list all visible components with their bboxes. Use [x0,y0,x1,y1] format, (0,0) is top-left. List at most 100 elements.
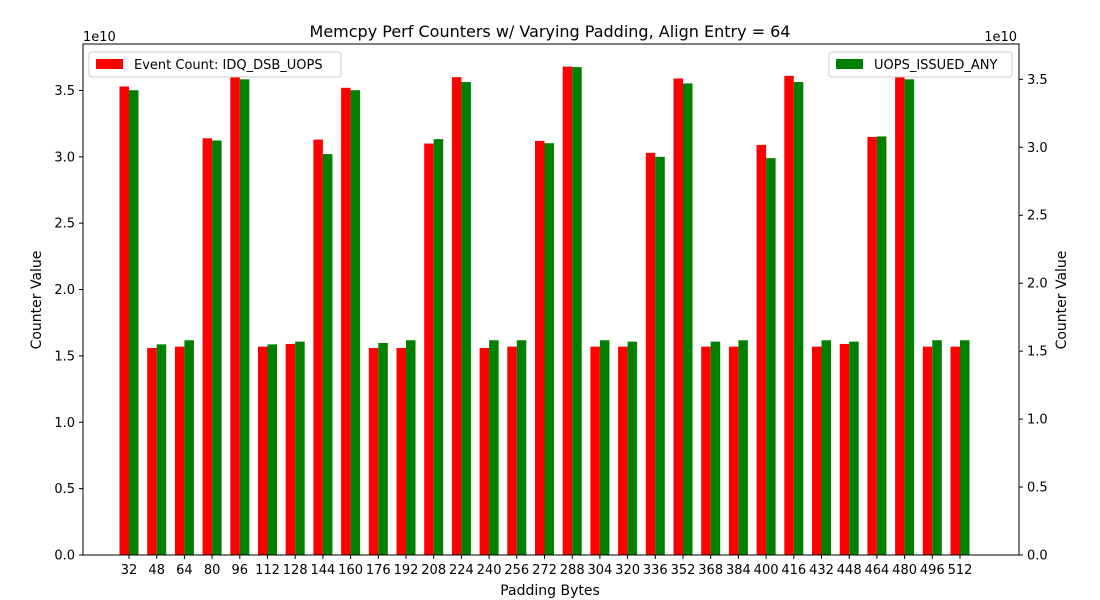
bar-uops-issued-any [129,90,139,556]
y-right-tick-label: 0.0 [1027,549,1048,564]
x-tick-label: 448 [837,563,862,578]
bar-idq-dsb-uops [258,346,268,555]
chart-title: Memcpy Perf Counters w/ Varying Padding,… [310,22,791,41]
x-tick-label: 480 [892,563,917,578]
y-right-tick-label: 2.0 [1027,277,1048,292]
bar-idq-dsb-uops [368,347,379,555]
bar-uops-issued-any [876,136,887,555]
bars-layer [119,66,970,556]
x-tick-label: 320 [615,563,640,578]
bar-uops-issued-any [544,143,554,555]
bar-idq-dsb-uops [950,346,960,555]
x-tick-label: 512 [948,563,973,578]
legend-label-idq-dsb-uops: Event Count: IDQ_DSB_UOPS [134,58,323,73]
bar-idq-dsb-uops [396,347,406,555]
bar-uops-issued-any [738,340,748,555]
bar-uops-issued-any [489,340,499,555]
x-tick-label: 400 [754,563,779,578]
x-tick-label: 128 [283,563,308,578]
bar-uops-issued-any [766,158,776,555]
bar-idq-dsb-uops [424,143,434,556]
bar-idq-dsb-uops [562,66,573,555]
x-tick-label: 80 [204,563,221,578]
y-right-tick-label: 1.5 [1027,345,1048,360]
x-tick-label: 224 [449,563,474,578]
legend-swatch-idq-dsb-uops [96,59,123,69]
x-tick-label: 368 [698,563,723,578]
bar-idq-dsb-uops [645,152,656,555]
y-left-tick-label: 2.5 [54,217,75,232]
x-tick-label: 352 [671,563,696,578]
y-left-tick-label: 1.0 [54,416,75,431]
bar-idq-dsb-uops [147,347,157,555]
bar-uops-issued-any [627,341,638,555]
plot-frame [82,43,1020,556]
y-left-tick-label: 0.0 [54,549,75,564]
bar-idq-dsb-uops [507,346,517,555]
bar-idq-dsb-uops [618,346,628,555]
bar-idq-dsb-uops [230,75,240,555]
bar-uops-issued-any [599,340,610,555]
y-right-tick-label: 1.0 [1027,413,1048,428]
y-left-tick-label: 0.5 [54,482,75,497]
y-axis-right-label: Counter Value [1054,251,1070,350]
y-left-tick-label: 1.5 [54,349,75,364]
x-tick-label: 464 [864,563,889,578]
y-right-tick-label: 0.5 [1027,481,1048,496]
y-right-tick-label: 3.0 [1027,141,1048,156]
bar-uops-issued-any [960,340,970,555]
bar-uops-issued-any [322,154,333,555]
x-axis-label: Padding Bytes [500,583,600,599]
bar-idq-dsb-uops [867,136,877,555]
bar-idq-dsb-uops [535,140,545,555]
x-tick-label: 384 [726,563,751,578]
bar-idq-dsb-uops [590,346,600,555]
y-right-tick-label: 2.5 [1027,209,1048,224]
x-tick-label: 272 [532,563,557,578]
y-left-tick-label: 3.5 [54,84,75,99]
bar-uops-issued-any [184,340,194,555]
x-tick-label: 304 [587,563,612,578]
bar-idq-dsb-uops [784,75,794,555]
x-tick-label: 112 [255,563,280,578]
x-tick-label: 208 [421,563,446,578]
bar-idq-dsb-uops [839,343,850,555]
x-tick-label: 240 [477,563,502,578]
bar-uops-issued-any [378,342,388,555]
x-tick-label: 288 [560,563,585,578]
bar-uops-issued-any [793,82,804,556]
x-tick-label: 496 [920,563,945,578]
bar-uops-issued-any [821,340,831,555]
bar-uops-issued-any [461,82,471,556]
x-tick-label: 256 [504,563,529,578]
bar-idq-dsb-uops [673,78,683,555]
bar-idq-dsb-uops [285,343,296,555]
legend-label-uops-issued-any: UOPS_ISSUED_ANY [874,58,998,73]
bar-uops-issued-any [904,79,915,555]
right-axis-offset-label: 1e10 [984,30,1017,45]
bar-uops-issued-any [239,79,250,555]
legend-layer: Event Count: IDQ_DSB_UOPS UOPS_ISSUED_ANY [88,51,1013,78]
bar-idq-dsb-uops [174,346,185,555]
legend-swatch-uops-issued-any [836,59,863,69]
bar-idq-dsb-uops [202,138,213,556]
bar-uops-issued-any [849,341,859,555]
bar-idq-dsb-uops [922,346,933,555]
bar-uops-issued-any [406,340,416,555]
bar-idq-dsb-uops [756,144,767,555]
x-tick-label: 416 [781,563,806,578]
bar-idq-dsb-uops [479,347,490,555]
y-axis-left-label: Counter Value [29,251,45,350]
bar-uops-issued-any [295,341,305,555]
x-tick-label: 48 [148,563,165,578]
x-tick-label: 336 [643,563,668,578]
bar-idq-dsb-uops [812,346,822,555]
y-left-tick-label: 2.0 [54,283,75,298]
x-tick-label: 64 [176,563,193,578]
bar-uops-issued-any [572,67,582,555]
y-right-tick-label: 3.5 [1027,73,1048,88]
bar-uops-issued-any [156,344,167,555]
legend-left-box [88,51,342,78]
